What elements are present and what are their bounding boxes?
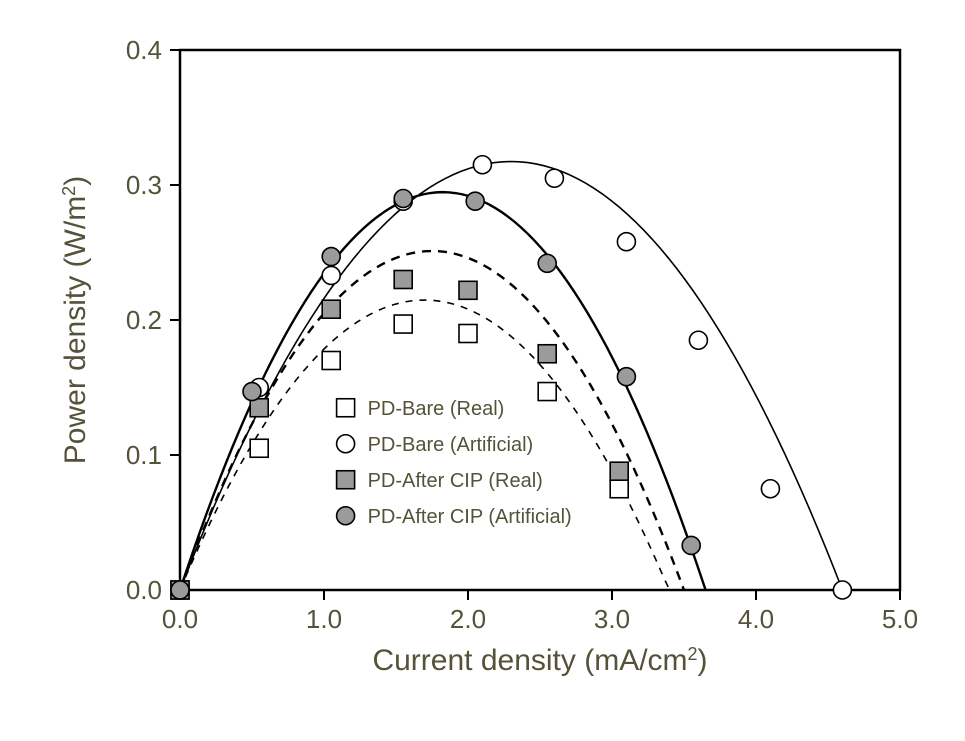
point-pd_bare_real xyxy=(250,439,268,457)
x-axis-title: Current density (mA/cm2) xyxy=(372,644,707,677)
point-pd_after_cip_real xyxy=(250,399,268,417)
legend-label: PD-Bare (Real) xyxy=(368,398,505,420)
legend-marker xyxy=(337,507,355,525)
legend-marker xyxy=(337,471,355,489)
point-pd_bare_artificial xyxy=(322,266,340,284)
point-pd_bare_real xyxy=(610,480,628,498)
point-pd_after_cip_real xyxy=(610,462,628,480)
point-pd_bare_artificial xyxy=(617,233,635,251)
point-pd_after_cip_real xyxy=(322,300,340,318)
point-pd_bare_real xyxy=(538,383,556,401)
point-pd_after_cip_real xyxy=(394,271,412,289)
x-tick-label: 1.0 xyxy=(306,604,342,634)
point-pd_after_cip_artificial xyxy=(394,190,412,208)
point-pd_after_cip_artificial xyxy=(538,254,556,272)
x-tick-label: 4.0 xyxy=(738,604,774,634)
chart-svg: 0.0 1.0 2.0 3.0 4.0 5.0 0.0 0.1 0.2 0.3 0.4 Current… xyxy=(40,30,920,710)
x-tick-label: 2.0 xyxy=(450,604,486,634)
fit-pd_after_cip_real xyxy=(180,251,684,590)
legend-marker xyxy=(337,435,355,453)
y-tick-label: 0.2 xyxy=(126,305,162,335)
point-pd_bare_real xyxy=(459,325,477,343)
point-pd_after_cip_artificial xyxy=(243,383,261,401)
point-pd_after_cip_artificial xyxy=(617,368,635,386)
x-tick-label: 0.0 xyxy=(162,604,198,634)
y-tick-label: 0.3 xyxy=(126,170,162,200)
x-tick-label: 5.0 xyxy=(882,604,918,634)
point-pd_bare_artificial xyxy=(689,331,707,349)
point-pd_after_cip_artificial xyxy=(466,192,484,210)
legend-marker xyxy=(337,399,355,417)
y-axis-title: Power density (W/m2) xyxy=(59,176,92,464)
legend-label: PD-Bare (Artificial) xyxy=(368,434,534,456)
y-tick-label: 0.4 xyxy=(126,35,162,65)
legend-label: PD-After CIP (Artificial) xyxy=(368,506,572,528)
point-pd_bare_artificial xyxy=(761,480,779,498)
point-pd_bare_real xyxy=(322,352,340,370)
point-pd_after_cip_artificial xyxy=(322,248,340,266)
x-tick-label: 3.0 xyxy=(594,604,630,634)
y-tick-label: 0.0 xyxy=(126,575,162,605)
point-pd_after_cip_real xyxy=(538,345,556,363)
point-pd_after_cip_artificial xyxy=(171,581,189,599)
point-pd_after_cip_artificial xyxy=(682,536,700,554)
point-pd_bare_real xyxy=(394,315,412,333)
point-pd_after_cip_real xyxy=(459,281,477,299)
point-pd_bare_artificial xyxy=(545,169,563,187)
chart-container: 0.0 1.0 2.0 3.0 4.0 5.0 0.0 0.1 0.2 0.3 0.4 Current… xyxy=(40,30,920,710)
legend-label: PD-After CIP (Real) xyxy=(368,470,543,492)
y-tick-label: 0.1 xyxy=(126,440,162,470)
point-pd_bare_artificial xyxy=(473,156,491,174)
point-pd_bare_artificial xyxy=(833,581,851,599)
